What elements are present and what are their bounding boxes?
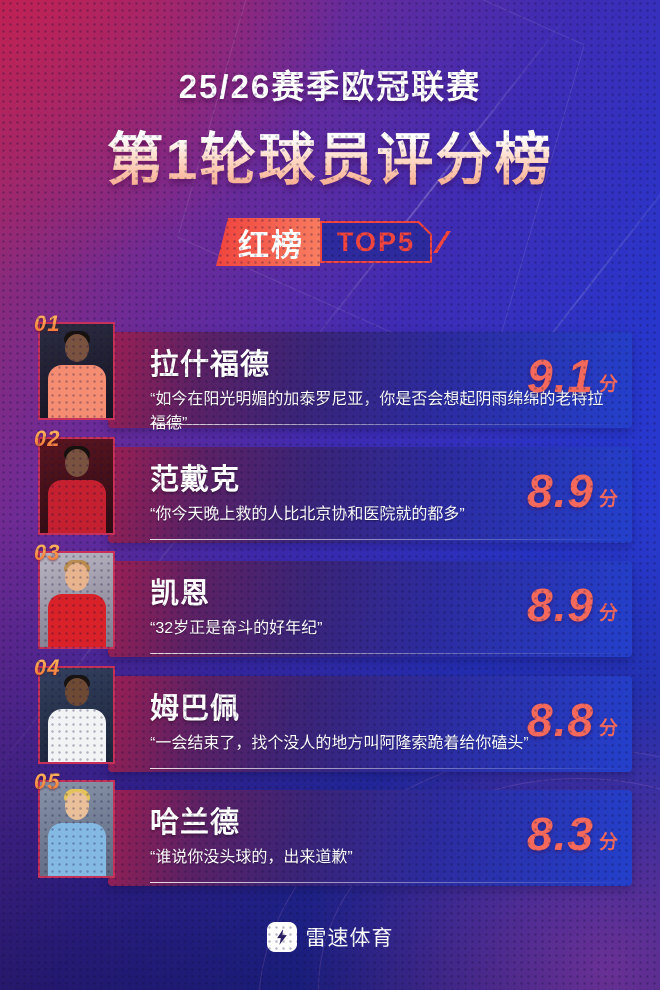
quote-underline [150, 882, 628, 883]
player-row: 哈兰德 “谁说你没头球的，出来道歉” 8.3 分 05 [0, 769, 660, 891]
rank-number: 02 [34, 426, 61, 451]
player-quote: “32岁正是奋斗的好年纪” [150, 620, 323, 637]
player-head [64, 449, 89, 477]
player-quote: “你今天晚上救的人比北京协和医院就的都多” [150, 506, 465, 523]
player-row: 凯恩 “32岁正是奋斗的好年纪” 8.9 分 03 [0, 540, 660, 662]
leisu-logo [266, 922, 297, 952]
player-jersey [47, 365, 106, 418]
player-score: 9.1 分 [527, 353, 618, 399]
red-list-label: 红榜 [216, 218, 320, 266]
player-photo [38, 780, 115, 878]
score-unit-label: 分 [598, 489, 618, 511]
page-title-line2: 第1轮球员评分榜 [0, 114, 660, 196]
player-card: 姆巴佩 “一会结束了，找个没人的地方叫阿隆索跪着给你磕头” 8.8 分 [108, 676, 632, 772]
player-row: 姆巴佩 “一会结束了，找个没人的地方叫阿隆索跪着给你磕头” 8.8 分 04 [0, 655, 660, 777]
player-score: 8.9 分 [527, 468, 618, 514]
score-value: 8.8 [527, 694, 594, 747]
footer: 雷速体育 [0, 922, 660, 952]
player-quote: “一会结束了，找个没人的地方叫阿隆索跪着给你磕头” [150, 735, 529, 752]
player-jersey [47, 709, 106, 762]
player-jersey [47, 823, 106, 876]
player-photo [38, 666, 115, 764]
score-value: 9.1 [527, 350, 594, 403]
rank-number: 04 [34, 655, 61, 680]
player-card: 范戴克 “你今天晚上救的人比北京协和医院就的都多” 8.9 分 [108, 447, 632, 543]
rank-number: 01 [34, 311, 61, 336]
player-card: 哈兰德 “谁说你没头球的，出来道歉” 8.3 分 [108, 790, 632, 886]
lightning-bolt-icon [276, 929, 287, 945]
quote-underline [150, 424, 628, 425]
page-title-line1: 25/26赛季欧冠联赛 [178, 68, 482, 105]
rank-number: 05 [34, 769, 61, 794]
quote-underline [150, 539, 628, 540]
player-card: 拉什福德 “如今在阳光明媚的加泰罗尼亚，你是否会想起阴雨绵绵的老特拉福德” 9.… [108, 332, 632, 432]
player-quote: “如今在阳光明媚的加泰罗尼亚，你是否会想起阴雨绵绵的老特拉福德” [150, 391, 604, 432]
quote-underline [150, 768, 628, 769]
score-unit-label: 分 [598, 718, 618, 740]
player-name: 范戴克 [150, 464, 241, 496]
top5-label: TOP5 [322, 223, 430, 261]
score-value: 8.9 [527, 579, 594, 632]
player-head [64, 792, 89, 820]
player-photo [38, 322, 115, 420]
player-name: 姆巴佩 [150, 693, 241, 725]
player-row: 范戴克 “你今天晚上救的人比北京协和医院就的都多” 8.9 分 02 [0, 426, 660, 548]
player-name: 凯恩 [150, 578, 211, 610]
score-unit-label: 分 [598, 374, 618, 396]
player-row: 拉什福德 “如今在阳光明媚的加泰罗尼亚，你是否会想起阴雨绵绵的老特拉福德” 9.… [0, 311, 660, 433]
player-head [64, 334, 89, 362]
rank-number: 03 [34, 540, 61, 565]
top5-badge-frame: TOP5 [320, 221, 432, 263]
player-jersey [47, 480, 106, 533]
player-score: 8.3 分 [527, 811, 618, 857]
player-photo [38, 437, 115, 535]
red-list-badge: 红榜 TOP5 [0, 218, 660, 266]
player-card: 凯恩 “32岁正是奋斗的好年纪” 8.9 分 [108, 561, 632, 657]
player-photo [38, 551, 115, 649]
quote-underline [150, 653, 628, 654]
player-head [64, 678, 89, 706]
player-score: 8.9 分 [527, 582, 618, 628]
player-quote: “谁说你没头球的，出来道歉” [150, 849, 353, 866]
player-name: 哈兰德 [150, 807, 241, 839]
player-name: 拉什福德 [150, 349, 271, 381]
score-value: 8.9 [527, 465, 594, 518]
brand-name: 雷速体育 [305, 927, 394, 950]
score-value: 8.3 [527, 808, 594, 861]
score-unit-label: 分 [598, 603, 618, 625]
header: 25/26赛季欧冠联赛 第1轮球员评分榜 [0, 60, 660, 196]
score-unit-label: 分 [598, 832, 618, 854]
player-jersey [47, 594, 106, 647]
player-head [64, 563, 89, 591]
player-score: 8.8 分 [527, 697, 618, 743]
